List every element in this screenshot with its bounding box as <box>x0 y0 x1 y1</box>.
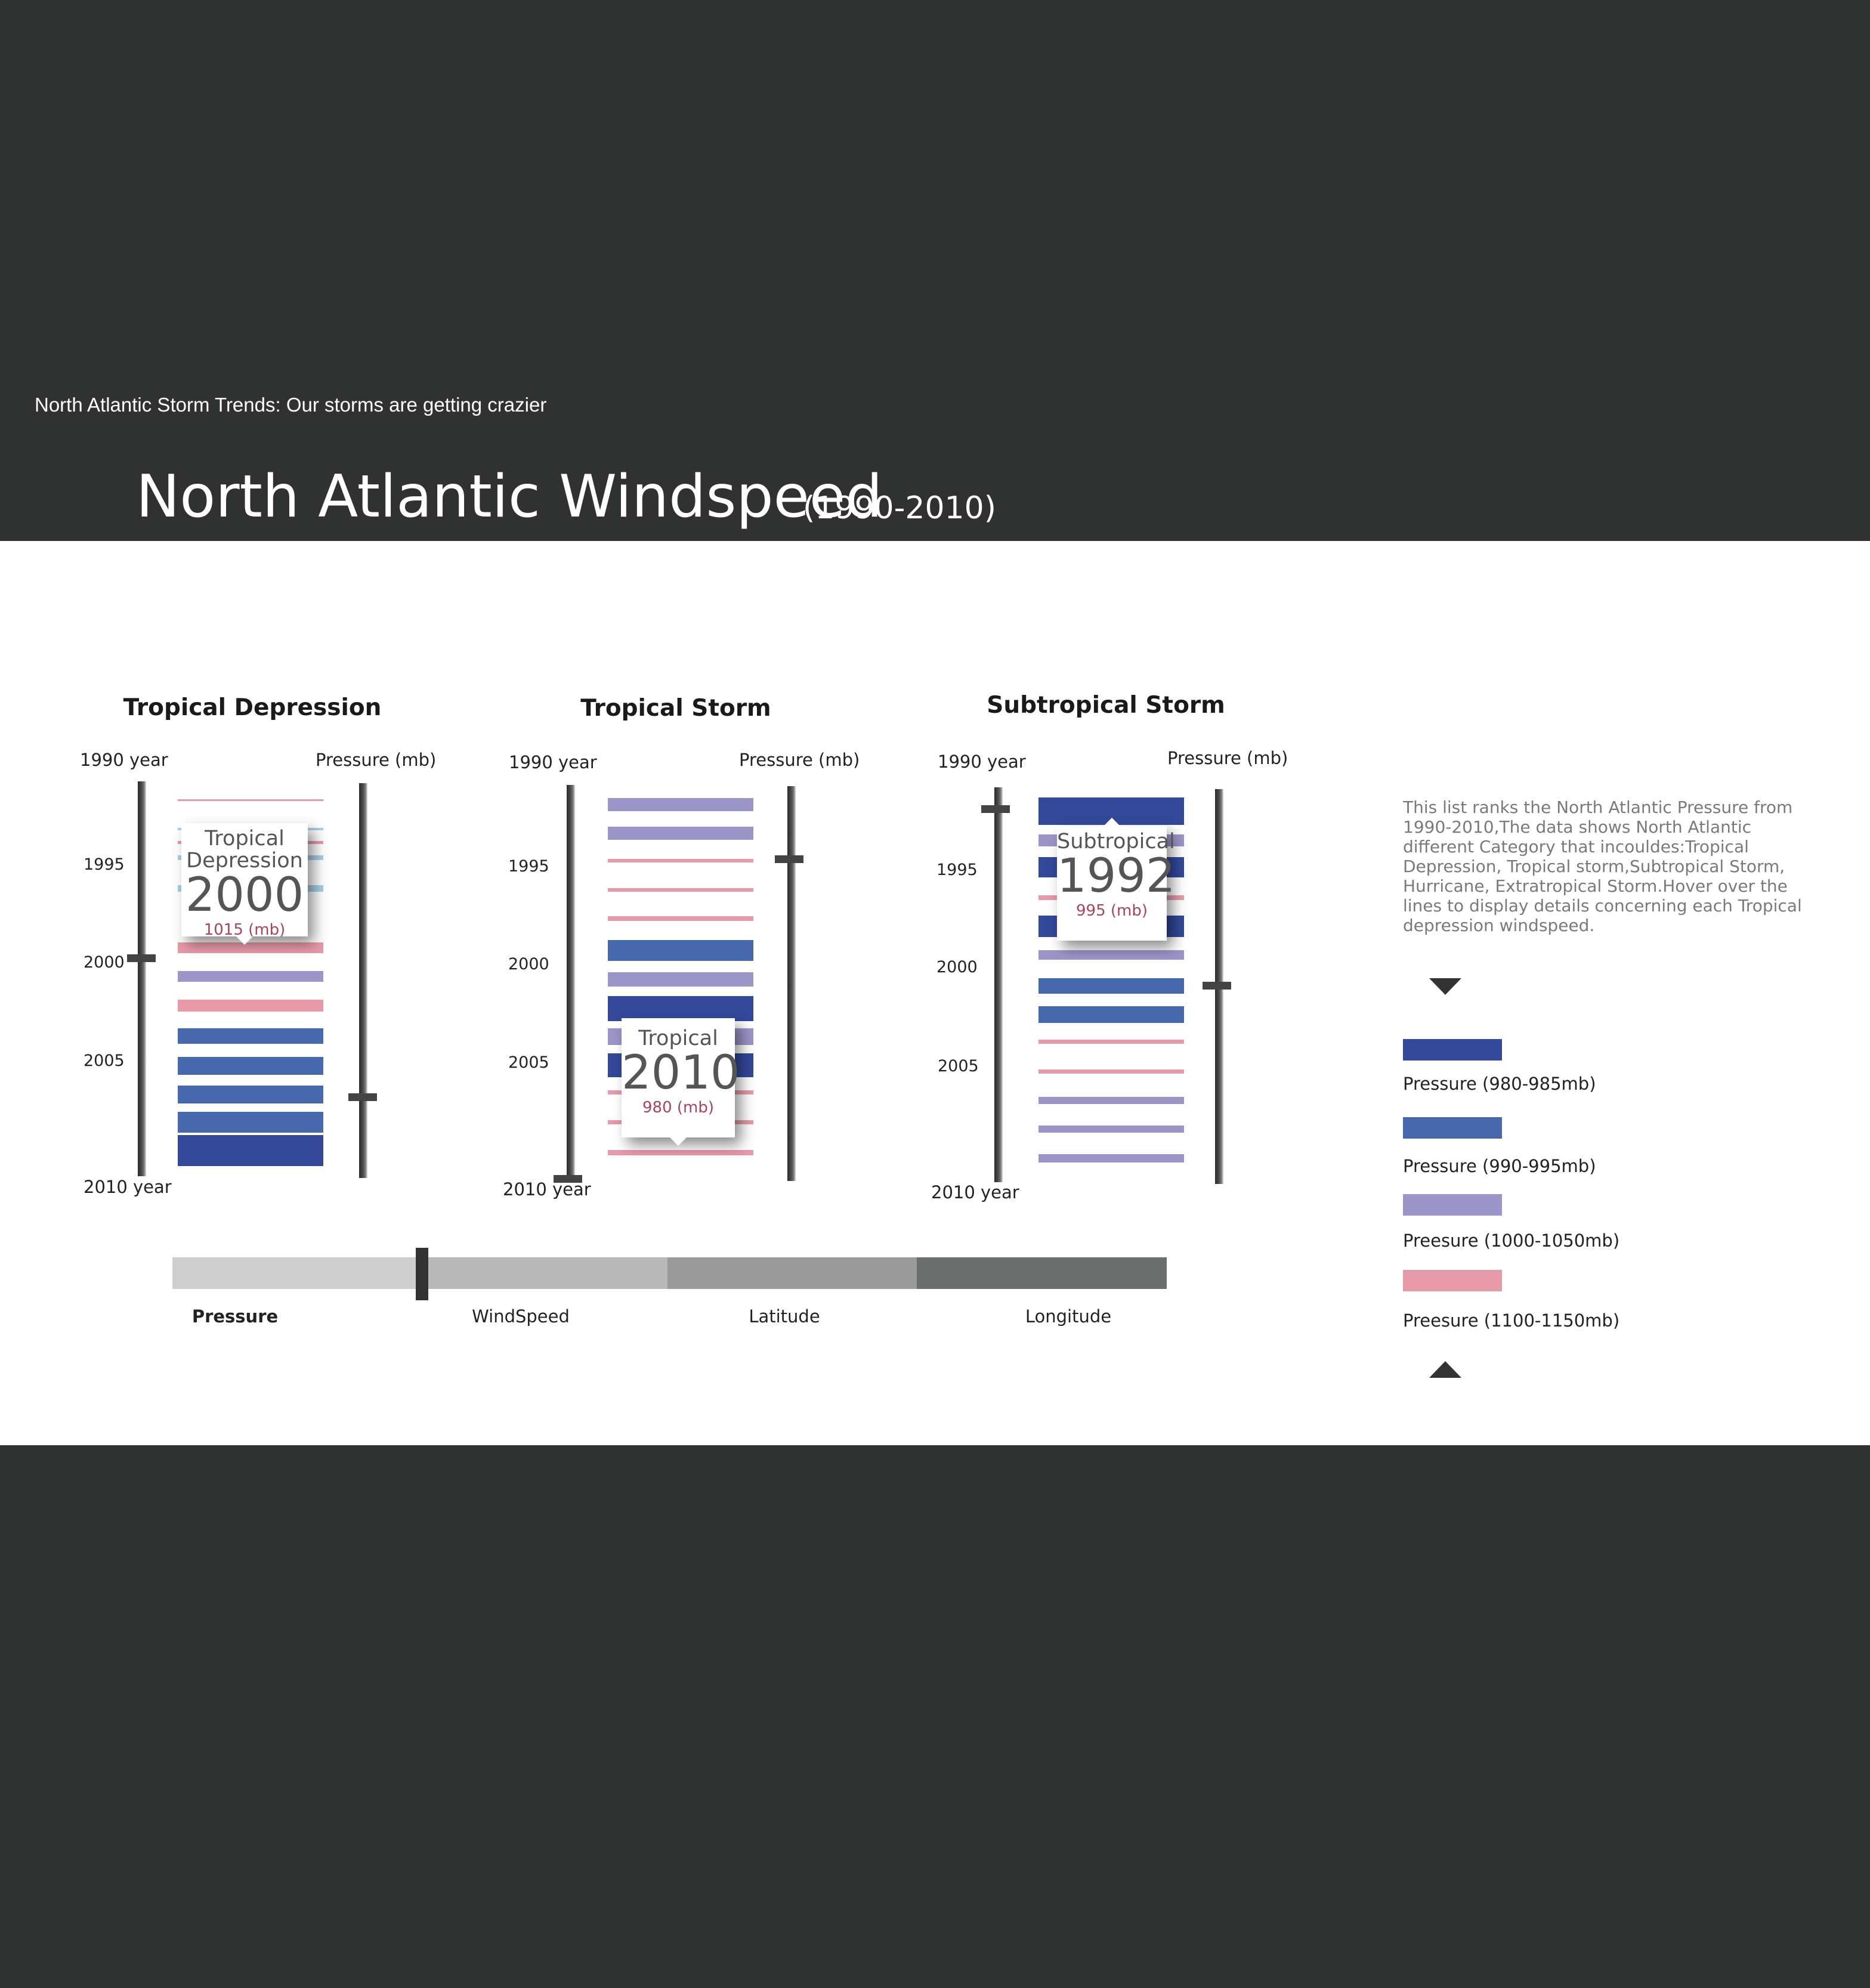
pressure-bar[interactable] <box>178 971 323 982</box>
tick-label: 2000 <box>508 955 549 973</box>
pressure-bar[interactable] <box>1038 1126 1184 1133</box>
tooltip-name: Tropical Depression <box>186 827 303 873</box>
pressure-bar[interactable] <box>1038 950 1184 960</box>
legend-swatch <box>1403 1194 1502 1216</box>
tooltip: Tropical 2010 980 (mb) <box>622 1018 740 1146</box>
tooltip-pressure: 1015 (mb) <box>203 920 286 939</box>
pressure-axis-label: Pressure (mb) <box>1167 748 1288 768</box>
panel-title-tropical-depression: Tropical Depression <box>123 694 382 721</box>
year-top-label: 1990 year <box>80 750 168 770</box>
pressure-bar[interactable] <box>608 940 753 961</box>
tick-label: 1995 <box>84 855 125 874</box>
title-range: (1990-2010) <box>803 490 997 526</box>
nav-label-pressure[interactable]: Pressure <box>191 1306 279 1327</box>
tooltip-year: 2010 <box>622 1046 740 1100</box>
tooltip-name: Tropical <box>638 1027 718 1050</box>
tooltip-year: 1992 <box>1057 849 1176 903</box>
year-slider-thumb[interactable] <box>127 954 156 962</box>
year-bottom-label: 2010 year <box>931 1182 1019 1202</box>
nav-segment-longitude[interactable] <box>917 1257 1167 1289</box>
year-top-label: 1990 year <box>509 752 597 772</box>
year-slider-thumb[interactable] <box>981 805 1010 813</box>
pressure-bar[interactable] <box>178 942 323 953</box>
nav-segment-windspeed[interactable] <box>421 1257 667 1289</box>
tooltip: Tropical Depression 2000 1015 (mb) <box>181 823 308 945</box>
pressure-slider-track[interactable] <box>1203 789 1231 1184</box>
pressure-slider-thumb[interactable] <box>348 1093 377 1101</box>
nav-slider-handle[interactable] <box>416 1248 428 1300</box>
pressure-bar[interactable] <box>1038 1006 1184 1023</box>
scroll-up-icon[interactable] <box>1429 1361 1461 1378</box>
legend-swatch <box>1403 1270 1502 1291</box>
legend-label: Pressure (990-995mb) <box>1403 1156 1596 1176</box>
tropical-depression-bars <box>178 799 323 1167</box>
tick-label: 2005 <box>938 1057 979 1075</box>
year-top-label: 1990 year <box>938 752 1026 772</box>
pressure-bar[interactable] <box>178 1057 323 1075</box>
pressure-bar[interactable] <box>178 1000 323 1012</box>
nav-label-latitude[interactable]: Latitude <box>749 1306 820 1327</box>
pressure-bar[interactable] <box>178 799 323 801</box>
year-slider-track[interactable] <box>554 785 582 1183</box>
page-title: North Atlantic Windspeed <box>136 463 883 531</box>
tick-label: 1995 <box>508 857 549 876</box>
pressure-bar[interactable] <box>1038 1154 1184 1162</box>
panel-title-tropical-storm: Tropical Storm <box>580 695 771 722</box>
tooltip-pressure: 995 (mb) <box>1075 901 1148 920</box>
pressure-bar[interactable] <box>608 859 753 862</box>
nav-segment-pressure[interactable] <box>172 1257 421 1289</box>
nav-label-longitude[interactable]: Longitude <box>1025 1306 1112 1327</box>
pressure-bar[interactable] <box>178 1135 323 1166</box>
panel-title-subtropical-storm: Subtropical Storm <box>987 692 1225 719</box>
content-panel <box>0 541 1870 1445</box>
legend-swatch <box>1403 1117 1502 1139</box>
tooltip: Subtropical 1992 995 (mb) <box>1057 818 1176 941</box>
legend-label: Preesure (1100-1150mb) <box>1403 1310 1620 1331</box>
description-text: This list ranks the North Atlantic Press… <box>1403 797 1802 935</box>
pressure-bar[interactable] <box>608 888 753 892</box>
pressure-bar[interactable] <box>608 972 753 987</box>
pressure-bar[interactable] <box>608 1150 753 1155</box>
pressure-bar[interactable] <box>608 798 753 811</box>
header-tagline: North Atlantic Storm Trends: Our storms … <box>35 394 547 416</box>
nav-label-windspeed[interactable]: WindSpeed <box>472 1306 570 1327</box>
pressure-slider-thumb[interactable] <box>1203 982 1231 990</box>
year-slider-track[interactable] <box>981 787 1010 1182</box>
tick-label: 1995 <box>936 861 978 879</box>
pressure-bar[interactable] <box>1038 1069 1184 1074</box>
tooltip-name: Subtropical <box>1057 830 1175 854</box>
year-slider-thumb[interactable] <box>554 1175 582 1183</box>
pressure-bar[interactable] <box>1038 978 1184 994</box>
legend-swatch <box>1403 1039 1502 1061</box>
tick-label: 2000 <box>84 953 125 972</box>
pressure-slider-thumb[interactable] <box>775 855 803 863</box>
pressure-bar[interactable] <box>178 1112 323 1133</box>
tick-label: 2000 <box>936 958 978 976</box>
pressure-bar[interactable] <box>178 1028 323 1044</box>
pressure-axis-label: Pressure (mb) <box>739 750 860 770</box>
scroll-down-icon[interactable] <box>1429 978 1461 995</box>
legend-label: Preesure (1000-1050mb) <box>1403 1230 1620 1251</box>
tick-label: 2005 <box>84 1052 125 1070</box>
year-slider-track[interactable] <box>127 781 156 1176</box>
pressure-bar[interactable] <box>608 996 753 1021</box>
pressure-bar[interactable] <box>608 827 753 840</box>
pressure-bar[interactable] <box>1038 1097 1184 1104</box>
pressure-slider-track[interactable] <box>775 786 803 1181</box>
tooltip-pressure: 980 (mb) <box>642 1098 714 1117</box>
pressure-bar[interactable] <box>1038 1040 1184 1044</box>
tooltip-year: 2000 <box>185 868 304 922</box>
pressure-slider-track[interactable] <box>348 783 377 1178</box>
tick-label: 2005 <box>508 1053 549 1072</box>
pressure-axis-label: Pressure (mb) <box>316 750 437 770</box>
legend-label: Pressure (980-985mb) <box>1403 1074 1596 1094</box>
pressure-bar[interactable] <box>178 1086 323 1103</box>
nav-segment-latitude[interactable] <box>667 1257 917 1289</box>
year-bottom-label: 2010 year <box>84 1177 172 1197</box>
pressure-bar[interactable] <box>608 916 753 921</box>
